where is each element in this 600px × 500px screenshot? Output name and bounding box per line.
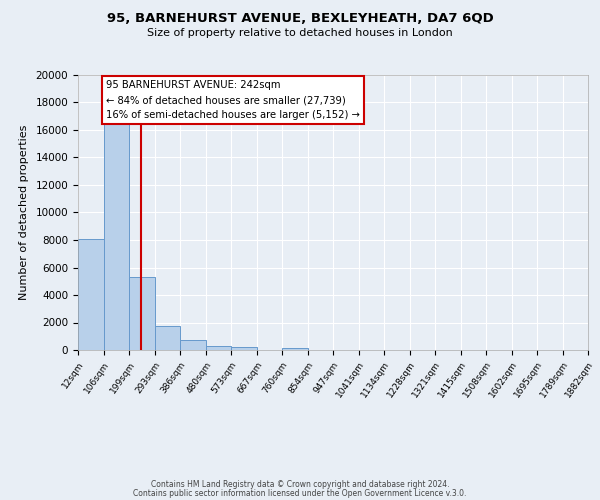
Bar	[231, 347, 257, 350]
Bar	[155, 326, 180, 350]
Bar	[129, 277, 155, 350]
Text: Contains HM Land Registry data © Crown copyright and database right 2024.: Contains HM Land Registry data © Crown c…	[151, 480, 449, 489]
Bar	[282, 348, 308, 350]
Bar	[180, 340, 206, 350]
Text: 95, BARNEHURST AVENUE, BEXLEYHEATH, DA7 6QD: 95, BARNEHURST AVENUE, BEXLEYHEATH, DA7 …	[107, 12, 493, 26]
Bar	[206, 346, 231, 350]
Bar	[78, 238, 104, 350]
Y-axis label: Number of detached properties: Number of detached properties	[19, 125, 29, 300]
Bar	[104, 122, 129, 350]
Text: Size of property relative to detached houses in London: Size of property relative to detached ho…	[147, 28, 453, 38]
Text: Contains public sector information licensed under the Open Government Licence v.: Contains public sector information licen…	[133, 488, 467, 498]
Text: 95 BARNEHURST AVENUE: 242sqm
← 84% of detached houses are smaller (27,739)
16% o: 95 BARNEHURST AVENUE: 242sqm ← 84% of de…	[106, 80, 360, 120]
